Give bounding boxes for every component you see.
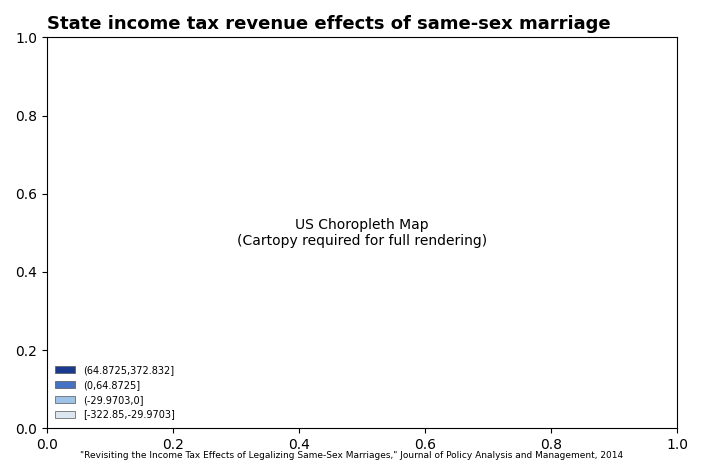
Text: State income tax revenue effects of same-sex marriage: State income tax revenue effects of same… [46,15,610,33]
Text: "Revisiting the Income Tax Effects of Legalizing Same-Sex Marriages," Journal of: "Revisiting the Income Tax Effects of Le… [80,451,623,460]
Legend: (64.8725,372.832], (0,64.8725], (-29.9703,0], [-322.85,-29.9703]: (64.8725,372.832], (0,64.8725], (-29.970… [51,361,179,424]
Text: US Choropleth Map
(Cartopy required for full rendering): US Choropleth Map (Cartopy required for … [237,218,487,248]
